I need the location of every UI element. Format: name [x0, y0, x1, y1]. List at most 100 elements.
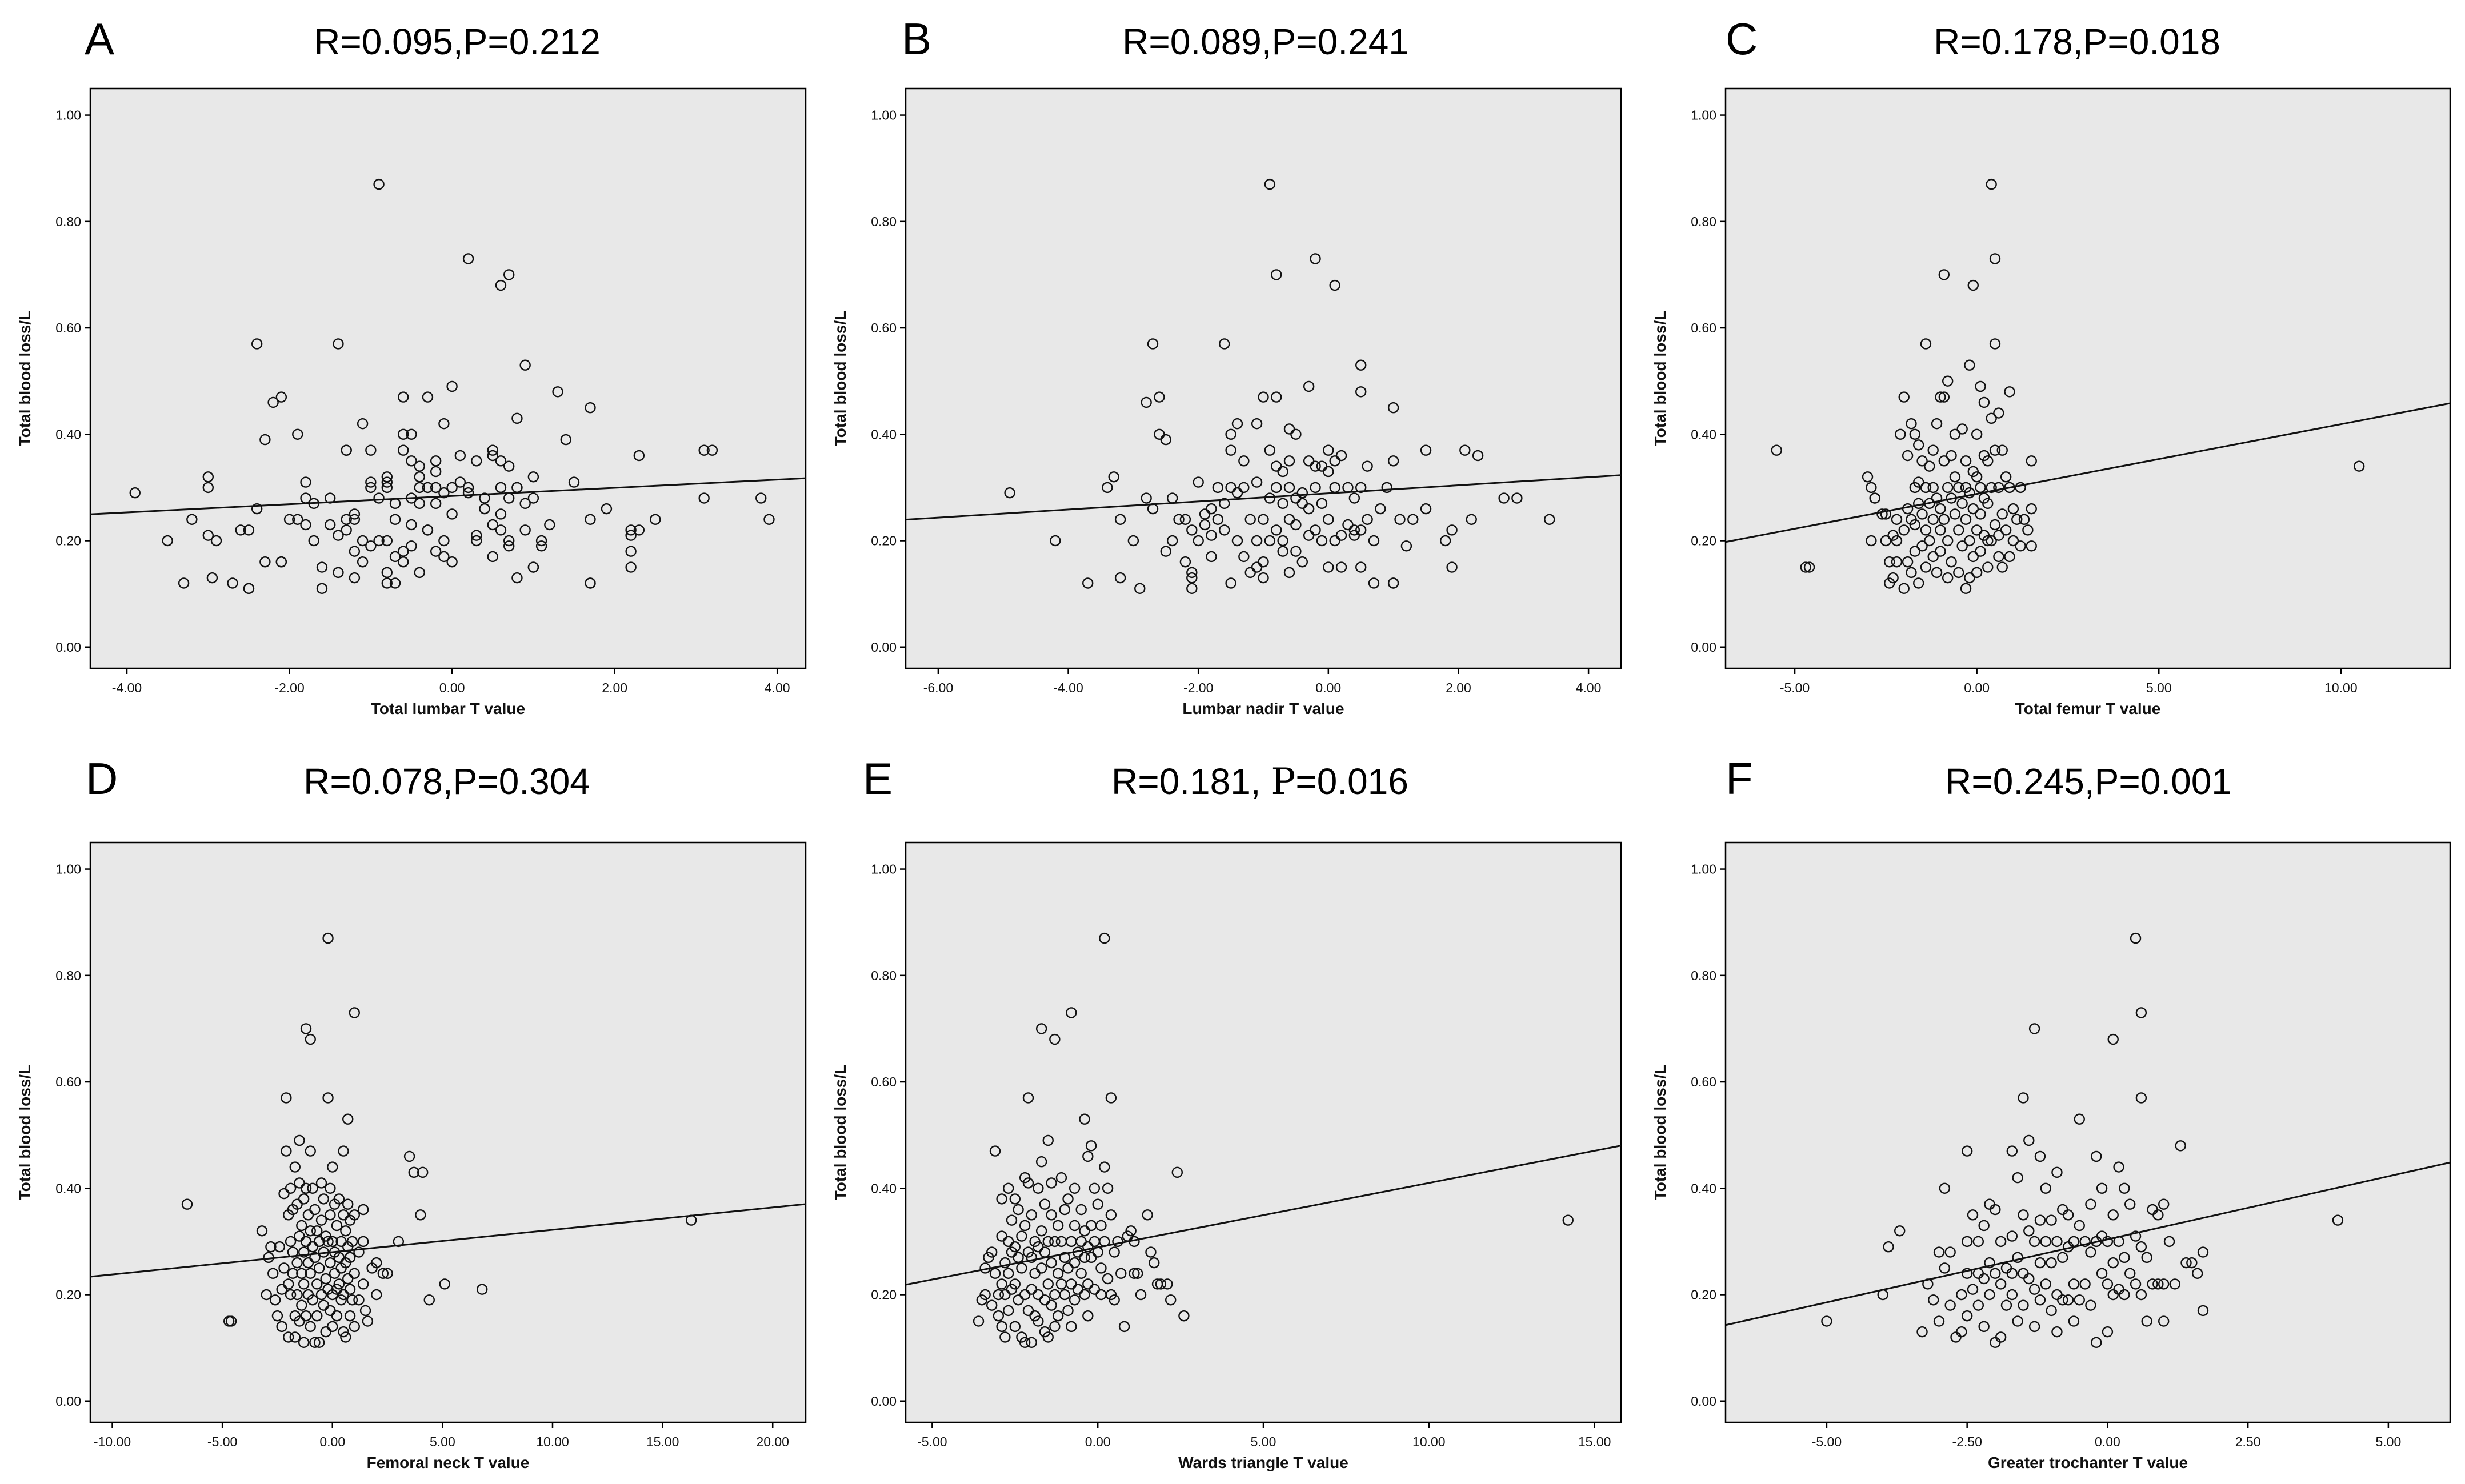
data-point [2119, 1289, 2130, 1301]
data-point [1085, 1252, 1097, 1264]
data-point [1079, 1252, 1090, 1264]
data-point [1964, 487, 1975, 499]
data-point [1355, 561, 1367, 573]
data-point [650, 514, 661, 525]
y-tick-label: 0.00 [55, 640, 81, 655]
x-axis-label: Total femur T value [2015, 700, 2161, 717]
data-point [1329, 482, 1340, 494]
data-point [1964, 359, 1975, 371]
data-point [1387, 577, 1399, 589]
data-point [1946, 492, 1957, 504]
data-point [1891, 535, 1903, 547]
data-point [256, 1225, 268, 1237]
data-point [1986, 412, 1997, 424]
data-point [315, 1289, 327, 1301]
data-point [1961, 1145, 1973, 1157]
data-point [2141, 1252, 2152, 1264]
y-tick-label: 0.40 [871, 1181, 897, 1196]
data-point [300, 492, 311, 504]
data-point [1219, 338, 1230, 350]
data-point [2135, 1092, 2147, 1104]
data-point [1271, 482, 1282, 494]
data-point [1400, 540, 1412, 552]
data-point [487, 444, 498, 456]
data-point [1066, 1321, 1077, 1333]
data-point [438, 551, 450, 563]
data-point [1323, 514, 1334, 525]
y-tick-label: 0.20 [1691, 534, 1716, 548]
data-point [446, 556, 458, 568]
data-point [979, 1262, 991, 1274]
data-point [1909, 519, 1921, 531]
data-point [519, 498, 531, 510]
data-point [1264, 492, 1276, 504]
data-point [1002, 1182, 1014, 1194]
data-point [430, 466, 442, 478]
data-point [1186, 524, 1198, 536]
data-point [1115, 1268, 1127, 1279]
data-point [1277, 535, 1288, 547]
plot-area [905, 87, 1622, 669]
chart-title: R=0.095,P=0.212 [314, 21, 601, 62]
data-point [1019, 1337, 1031, 1349]
data-point [2130, 1278, 2142, 1290]
data-point [289, 1331, 301, 1343]
data-point [2011, 514, 2023, 525]
data-point [1283, 455, 1295, 467]
chart-title-part: P [1271, 761, 1295, 803]
data-point [1092, 1246, 1103, 1258]
data-point [763, 514, 775, 525]
data-point [281, 1145, 292, 1157]
data-point [294, 1177, 305, 1189]
y-tick-label: 0.80 [1691, 968, 1716, 983]
data-point [1082, 1241, 1094, 1253]
data-point [313, 1337, 325, 1349]
y-tick-label: 0.00 [871, 640, 897, 655]
data-point [1993, 482, 2004, 494]
data-point [1946, 450, 1957, 462]
data-point [275, 556, 287, 568]
data-point [320, 1326, 331, 1338]
data-point [302, 1209, 314, 1221]
data-point [1277, 466, 1288, 478]
data-point [1238, 455, 1250, 467]
data-point [1909, 546, 1921, 557]
data-point [1348, 524, 1360, 536]
plot-area [1724, 87, 2451, 669]
data-point [1975, 482, 1986, 494]
data-point [1880, 508, 1892, 520]
data-point [338, 1326, 349, 1338]
data-point [1105, 1092, 1117, 1104]
data-point [2197, 1246, 2209, 1258]
data-point [1206, 530, 1217, 541]
chart-title: R=0.089,P=0.241 [1122, 21, 1409, 62]
data-point [1142, 1209, 1153, 1221]
data-point [2119, 1182, 2130, 1194]
data-point [1251, 535, 1263, 547]
data-point [1342, 482, 1354, 494]
data-point [406, 540, 417, 552]
y-tick-label: 0.40 [1691, 1181, 1716, 1196]
data-point [309, 1252, 321, 1264]
data-point [503, 460, 515, 472]
data-point [2022, 524, 2034, 536]
data-point [1924, 535, 1935, 547]
y-tick-label: 0.00 [1691, 640, 1716, 655]
data-point [1866, 535, 1877, 547]
data-point [1355, 359, 1367, 371]
data-point [1026, 1337, 1037, 1349]
data-point [1446, 524, 1458, 536]
data-point [1887, 572, 1899, 584]
x-tick-label: 4.00 [1576, 680, 1602, 695]
data-point [1924, 460, 1935, 472]
data-point [1938, 514, 1950, 525]
data-point [986, 1299, 998, 1311]
data-point [1066, 1007, 1077, 1018]
data-point [625, 530, 637, 541]
data-point [414, 471, 425, 483]
data-point [298, 1337, 310, 1349]
data-point [1898, 583, 1910, 595]
data-point [519, 524, 531, 536]
chart-title: R=0.245,P=0.001 [1945, 761, 2232, 802]
data-point [1244, 567, 1256, 579]
